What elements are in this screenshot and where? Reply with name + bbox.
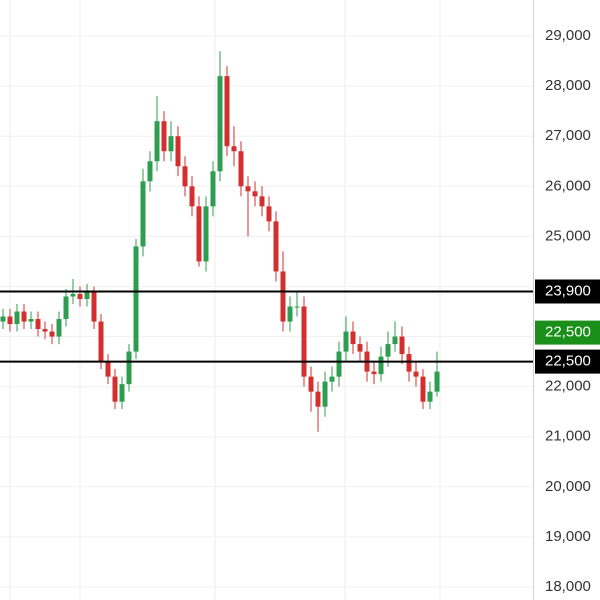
y-tick-label: 28,000 — [545, 77, 591, 94]
candle-body — [238, 151, 244, 187]
candle-body — [70, 293, 76, 297]
candle-body — [357, 344, 363, 352]
candle-body — [154, 121, 160, 162]
candle-body — [301, 306, 307, 377]
candle-body — [105, 361, 111, 377]
candle-body — [147, 161, 153, 182]
candle-body — [231, 146, 237, 152]
candle-body — [182, 166, 188, 187]
candle-body — [294, 306, 300, 308]
candle-body — [140, 181, 146, 247]
candle-body — [189, 186, 195, 207]
candle-body — [266, 206, 272, 222]
candle-body — [273, 221, 279, 272]
candle-body — [385, 344, 391, 357]
price-tag — [535, 349, 600, 374]
candle-body — [203, 206, 209, 262]
candle-body — [49, 331, 55, 337]
y-tick-label: 26,000 — [545, 177, 591, 194]
y-tick-label: 27,000 — [545, 127, 591, 144]
y-tick-label: 21,000 — [545, 428, 591, 445]
candle-body — [133, 246, 139, 352]
y-tick-label: 29,000 — [545, 27, 591, 44]
candle-body — [126, 351, 132, 385]
y-tick-label: 22,000 — [545, 378, 591, 395]
candle-body — [287, 306, 293, 322]
candle-body — [175, 136, 181, 167]
candle-body — [42, 329, 48, 332]
candle-body — [427, 391, 433, 402]
candle-body — [350, 331, 356, 345]
candle-body — [7, 316, 13, 325]
candle-body — [210, 171, 216, 207]
candle-body — [252, 191, 258, 197]
candle-body — [259, 196, 265, 207]
candle-body — [224, 76, 230, 147]
candle-body — [245, 186, 251, 192]
candle-body — [56, 319, 62, 337]
candle-body — [28, 319, 34, 322]
candle-body — [98, 321, 104, 362]
price-tag-label: 22,500 — [545, 353, 591, 370]
price-tag — [535, 279, 600, 304]
y-tick-label: 20,000 — [545, 478, 591, 495]
candle-body — [35, 319, 41, 330]
candle-body — [336, 351, 342, 377]
y-tick-label: 19,000 — [545, 528, 591, 545]
candle-body — [112, 376, 118, 402]
candle-body — [406, 354, 412, 372]
y-tick-label: 25,000 — [545, 227, 591, 244]
candle-body — [63, 296, 69, 320]
candle-body — [378, 356, 384, 375]
candle-body — [119, 384, 125, 402]
candle-body — [161, 121, 167, 152]
candle-body — [420, 376, 426, 402]
candle-body — [14, 311, 20, 325]
candle-body — [77, 293, 83, 299]
candle-body — [21, 311, 27, 322]
candle-body — [392, 336, 398, 345]
candle-body — [315, 391, 321, 407]
candle-body — [329, 376, 335, 382]
candle-body — [91, 291, 97, 322]
candle-body — [399, 336, 405, 355]
candle-body — [343, 331, 349, 352]
candle-body — [217, 76, 223, 172]
candle-body — [308, 376, 314, 392]
last-price-label: 22,500 — [545, 324, 591, 341]
candle-body — [434, 371, 440, 392]
last-price-tag — [535, 320, 600, 345]
y-tick-label: 18,000 — [545, 578, 591, 595]
candle-body — [413, 371, 419, 377]
price-tag-label: 23,900 — [545, 282, 591, 299]
candle-body — [84, 291, 90, 299]
candle-body — [168, 136, 174, 152]
candle-body — [0, 316, 6, 322]
candle-body — [196, 206, 202, 262]
candle-body — [371, 371, 377, 375]
candle-body — [322, 381, 328, 407]
candle-body — [280, 271, 286, 322]
